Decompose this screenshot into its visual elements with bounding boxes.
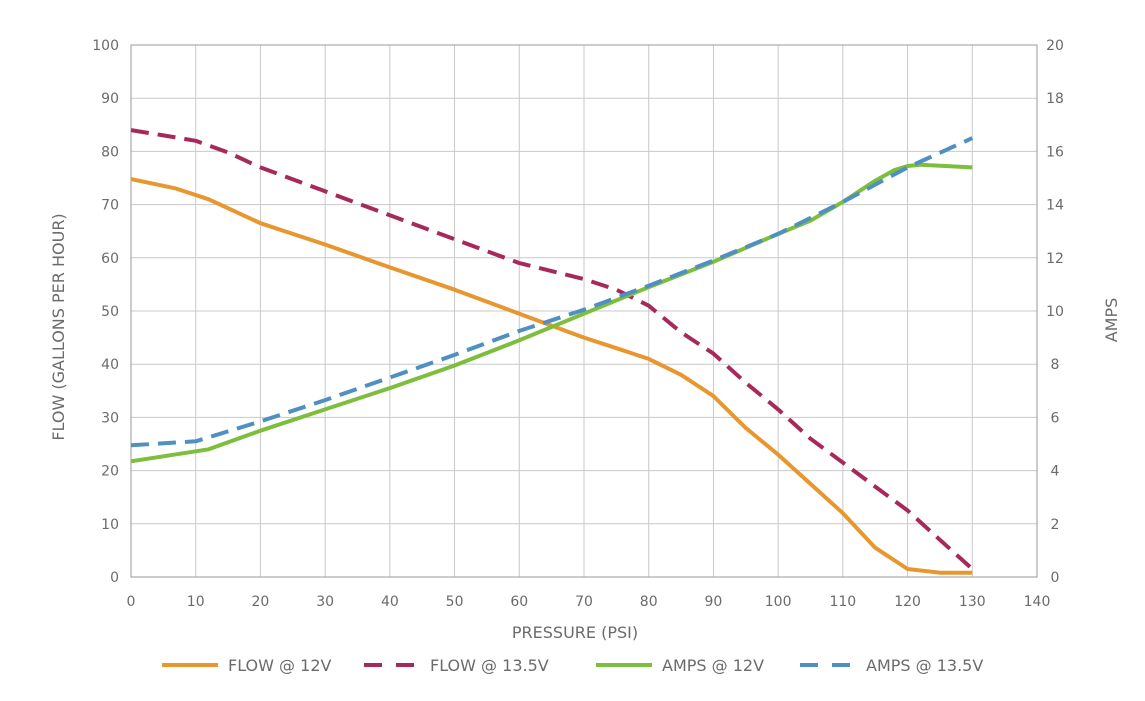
y2-tick-label: 20	[1046, 38, 1064, 54]
legend-label: AMPS @ 13.5V	[866, 656, 983, 675]
legend-label: FLOW @ 12V	[228, 656, 331, 675]
y2-axis-title: AMPS	[1102, 298, 1121, 343]
gridlines	[130, 44, 1038, 578]
legend: FLOW @ 12V FLOW @ 13.5V AMPS @ 12V AMPS @ 1…	[162, 656, 983, 675]
series-lines	[130, 128, 974, 575]
series-line-flow-13-5v	[130, 128, 974, 571]
x-axis-title: PRESSURE (PSI)	[512, 623, 638, 642]
y-tick-label: 50	[101, 304, 119, 320]
y2-tick-label: 14	[1046, 198, 1064, 214]
y2-tick-label: 10	[1046, 304, 1064, 320]
x-axis-ticks: 0 10 20 30 40 50 60 70 80 90 100 110 120 130 140	[127, 594, 1051, 610]
series-line-amps-12v	[130, 162, 973, 464]
y-tick-label: 90	[101, 91, 119, 107]
x-tick-label: 130	[959, 594, 986, 610]
y2-tick-label: 2	[1051, 517, 1060, 533]
legend-label: AMPS @ 12V	[662, 656, 764, 675]
legend-label: FLOW @ 13.5V	[430, 656, 549, 675]
x-tick-label: 40	[381, 594, 399, 610]
y2-tick-label: 8	[1051, 357, 1060, 373]
x-tick-label: 90	[705, 594, 723, 610]
y2-axis-ticks: 0 2 4 6 8 10 12 14 16 18 20	[1046, 38, 1064, 586]
x-tick-label: 70	[575, 594, 593, 610]
y-tick-label: 80	[101, 144, 119, 160]
x-tick-label: 140	[1024, 594, 1051, 610]
y-tick-label: 10	[101, 517, 119, 533]
plot-frame	[130, 44, 1038, 578]
x-tick-label: 30	[316, 594, 334, 610]
legend-item: AMPS @ 13.5V	[800, 656, 983, 675]
y-tick-label: 70	[101, 198, 119, 214]
y-tick-label: 100	[92, 38, 119, 54]
y-tick-label: 30	[101, 410, 119, 426]
y2-tick-label: 12	[1046, 251, 1064, 267]
x-tick-label: 50	[446, 594, 464, 610]
y-tick-label: 0	[110, 570, 119, 586]
legend-item: FLOW @ 13.5V	[364, 656, 549, 675]
y-tick-label: 20	[101, 464, 119, 480]
x-tick-label: 20	[252, 594, 270, 610]
y2-tick-label: 16	[1046, 144, 1064, 160]
y-tick-label: 60	[101, 251, 119, 267]
series-line-amps-13-5v	[130, 136, 974, 448]
y-axis-ticks: 0 10 20 30 40 50 60 70 80 90 100	[92, 38, 119, 586]
y2-tick-label: 18	[1046, 91, 1064, 107]
y-tick-label: 40	[101, 357, 119, 373]
x-tick-label: 100	[765, 594, 792, 610]
x-tick-label: 80	[640, 594, 658, 610]
series-line-flow-12v	[130, 177, 973, 575]
y2-tick-label: 0	[1051, 570, 1060, 586]
y-axis-title: FLOW (GALLONS PER HOUR)	[49, 213, 68, 440]
x-tick-label: 110	[829, 594, 856, 610]
y2-tick-label: 6	[1051, 410, 1060, 426]
y2-tick-label: 4	[1051, 464, 1060, 480]
x-tick-label: 10	[187, 594, 205, 610]
legend-item: AMPS @ 12V	[596, 656, 764, 675]
x-tick-label: 60	[510, 594, 528, 610]
legend-item: FLOW @ 12V	[162, 656, 331, 675]
x-tick-label: 120	[894, 594, 921, 610]
x-tick-label: 0	[127, 594, 136, 610]
